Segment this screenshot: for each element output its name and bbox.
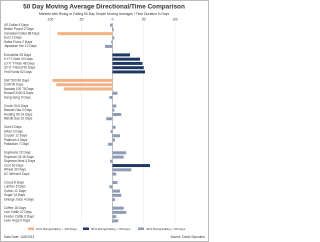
x-tick-label: -100 [47,17,54,21]
y-tick-label: Nasdaq 100 78 Days [4,87,34,91]
bar [63,87,113,91]
y-tick-label: Soybean Meal 4 Days [4,159,36,163]
y-tick-label: Soybean Oil 18 Days [4,155,34,159]
y-tick-label: DJIA 90 Days [4,83,24,87]
bar [109,95,113,99]
y-tick-label: Natural Gas 3 Days [4,108,32,112]
x-tick-label: 0 [112,17,114,21]
bar [105,44,113,48]
y-tick-label: Copper 12 Days [4,134,27,138]
y-tick-label: Orange Juice 4 Days [4,197,34,201]
y-tick-label: US Dollar 4 Days [4,23,29,27]
y-tick-label: Palladium 7 Days [4,142,29,146]
y-tick-label: Live Cattle 22 Days [4,210,32,214]
bar [112,210,127,214]
bar [110,23,113,27]
y-tick-label: Lean Hogs 9 Days [4,219,31,223]
y-tick-label: KC Wheat 6 Days [4,172,30,176]
y-tick-label: Cocoa 8 Days [4,180,24,184]
bar [110,159,113,163]
y-tick-label: RBOB Gas 10 Days [4,117,33,121]
bar [112,134,120,138]
y-tick-label: Sugar 14 Days [4,193,25,197]
bar [52,78,113,82]
bar [112,181,118,185]
bar [112,66,144,70]
y-tick-label: Japanese Yen 12 Days [4,44,37,48]
y-tick-label: Corn 60 Days [4,163,24,167]
y-tick-label: Cotton 12 Days [4,189,26,193]
bar [112,91,118,95]
bar [109,185,113,189]
y-tick-label: Russell 2000 8 Days [4,91,34,95]
bar [112,164,150,168]
y-tick-label: Soybeans 22 Days [4,151,31,155]
y-tick-label: Lumber 5 Days [4,185,26,189]
bar [112,36,115,40]
bar [112,57,140,61]
bar [112,189,120,193]
y-tick-label: Hang Seng 5 Days [4,95,31,99]
y-tick-label: Crude Oil 6 Days [4,104,29,108]
footer-left: Data Date: 12/6/2013 [4,235,35,239]
chart-title: 50 Day Moving Average Directional/Time C… [23,4,185,11]
x-tick-label: -50 [79,17,84,21]
bar [112,219,119,223]
y-tick-label: 5 Yr T-Note 44 Days [4,57,33,61]
y-tick-label: Platinum 4 Days [4,138,28,142]
legend-swatch [83,227,89,230]
bar [111,40,113,44]
bar [112,215,117,219]
bar [112,27,114,31]
frame [0,0,209,242]
bar [112,206,124,210]
bar [112,125,116,129]
y-tick-label: Eurodollar 28 Days [4,53,32,57]
legend-label: 40% Rising/Falling < 50 Days [146,227,186,231]
bar [112,193,122,197]
bar [112,168,132,172]
y-tick-label: Fed Funds 52 Days [4,70,32,74]
bar [112,53,130,57]
x-tick-label: 50 [142,17,146,21]
chart-subtitle: Markets with Rising or Falling 50 Day Si… [39,12,170,16]
y-tick-label: Gold 5 Days [4,125,22,129]
bar [112,70,145,74]
bar [112,108,115,112]
y-tick-label: Coffee 18 Days [4,206,26,210]
y-tick-label: Heating Oil 14 Days [4,112,33,116]
legend-label: 50% Rising/Falling > 50 Days [91,227,131,231]
legend-swatch [28,227,34,230]
y-tick-label: 10 Yr T-Note 48 Days [4,61,35,65]
y-tick-label: British Pound 2 Days [4,27,34,31]
y-tick-label: Euro 3 Days [4,36,22,40]
bar [108,142,113,146]
legend-label: 10% Rising/Falling > 100 Days [36,227,77,231]
footer-right: Source: David Saunders [170,235,205,239]
bar [112,151,127,155]
y-tick-label: 30 Yr T-Bond 50 Days [4,66,36,70]
bar [112,113,122,116]
bar [112,198,115,202]
bar [112,155,124,159]
y-tick-label: Silver 3 Days [4,129,23,133]
x-tick-label: 100 [172,17,178,21]
bar [112,138,115,142]
bar [106,117,113,121]
bar [110,130,113,133]
bar [56,83,113,87]
bar [112,104,117,108]
y-tick-label: Feeder Cattle 6 Days [4,214,35,218]
bar [112,61,143,65]
bar [57,32,113,36]
y-tick-label: S&P 500 96 Days [4,78,30,82]
y-tick-label: Canadian Dollar 88 Days [4,31,40,35]
y-tick-label: Wheat 30 Days [4,168,26,172]
chart: 50 Day Moving Average Directional/Time C… [0,0,209,242]
bar [112,172,117,176]
y-tick-label: Swiss Franc 2 Days [4,40,33,44]
legend-swatch [138,227,144,230]
